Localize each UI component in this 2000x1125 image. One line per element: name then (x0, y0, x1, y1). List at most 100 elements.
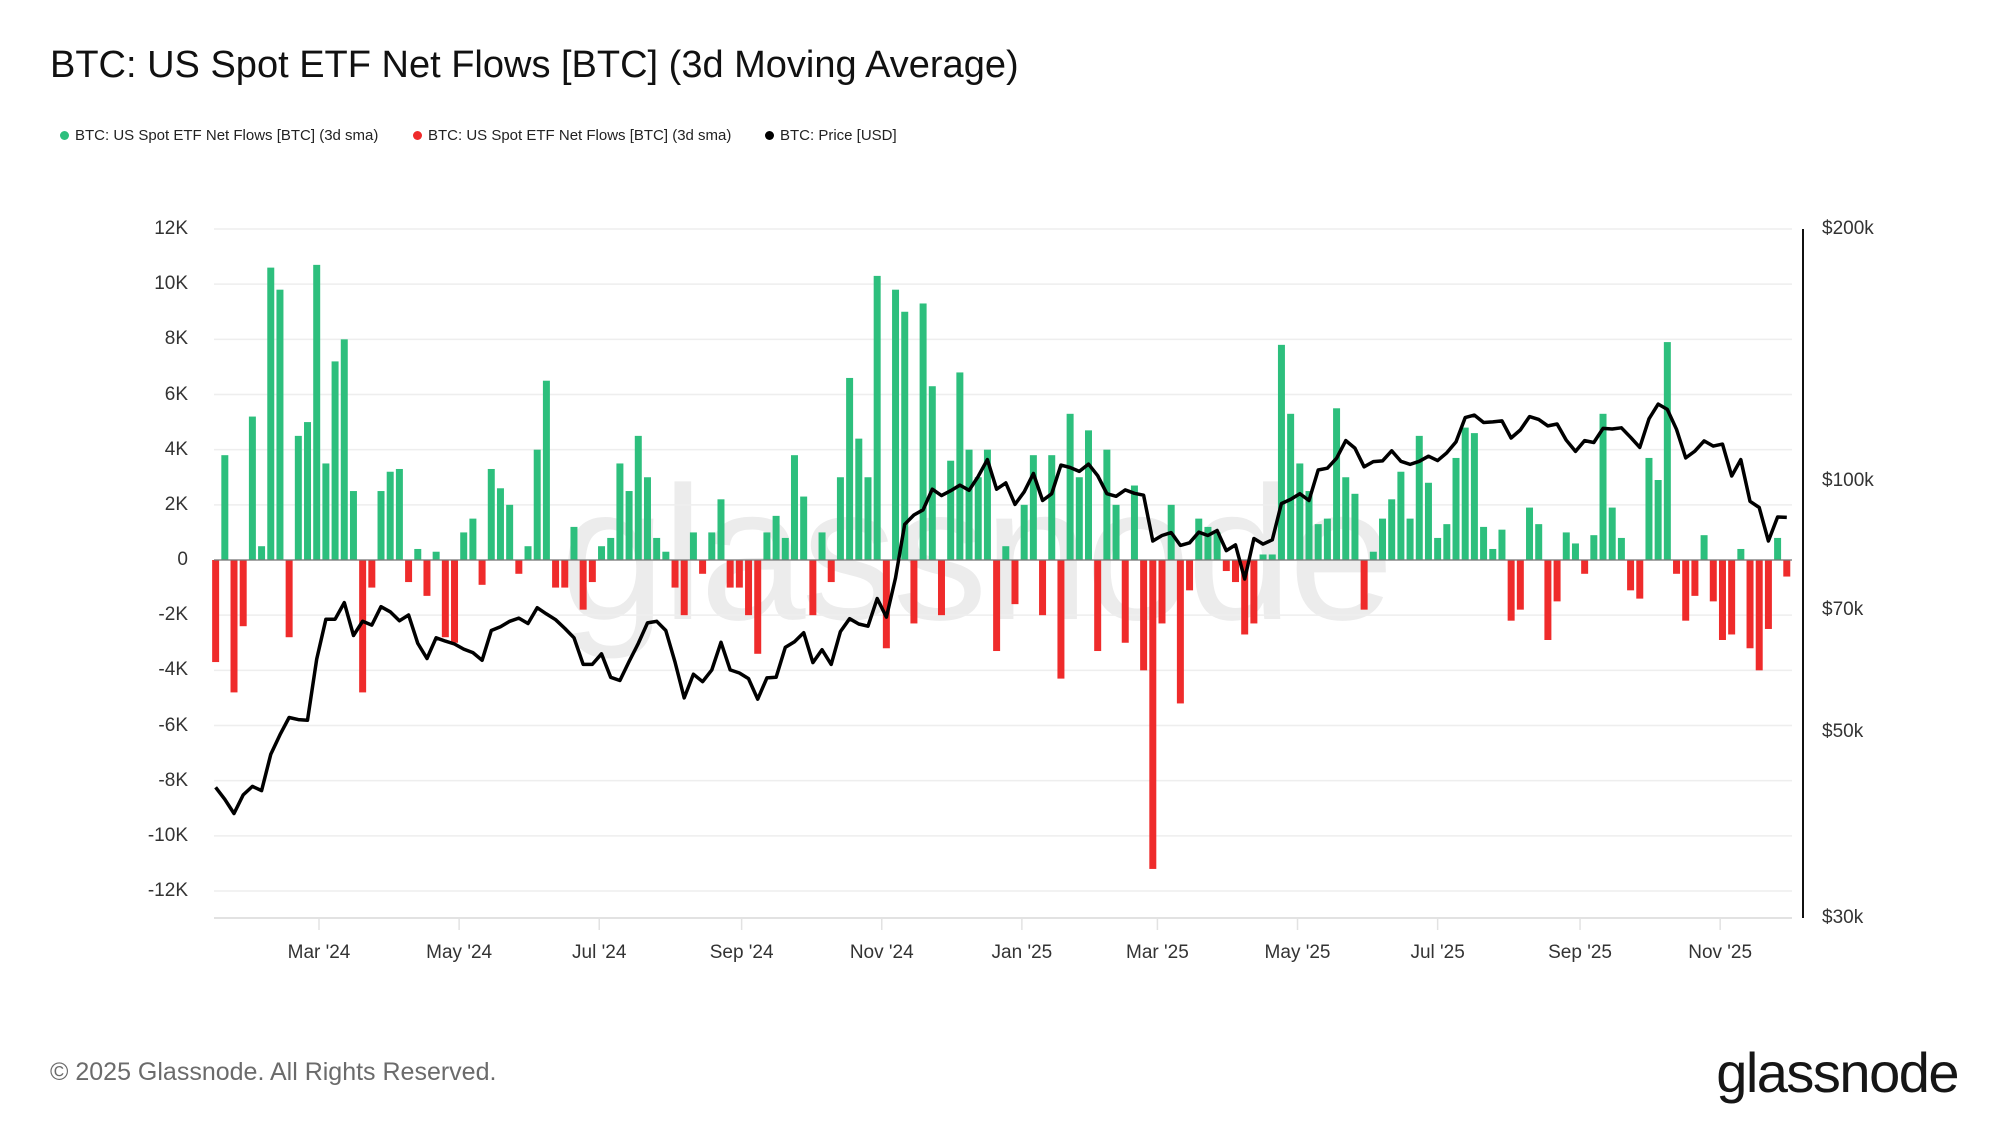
inflow-bar (1259, 554, 1267, 560)
inflow-bar (1774, 537, 1782, 560)
inflow-bar (873, 275, 881, 560)
outflow-bar (910, 560, 918, 624)
glassnode-logo: glassnode (1716, 1041, 1959, 1104)
inflow-bar (800, 496, 808, 560)
inflow-bar (340, 339, 348, 560)
inflow-bar (634, 435, 642, 560)
inflow-bar (836, 477, 844, 560)
inflow-bar (1470, 433, 1478, 560)
legend-item-inflows[interactable]: BTC: US Spot ETF Net Flows [BTC] (3d sma… (60, 127, 378, 144)
inflow-bar (414, 548, 422, 560)
inflow-bar (267, 267, 275, 560)
x-tick-label: Jan '25 (991, 942, 1053, 963)
y-tick-label: -4K (158, 659, 188, 681)
outflow-bar (579, 560, 587, 610)
outflow-bar (1709, 560, 1717, 602)
outflow-bar (1581, 560, 1589, 574)
y-tick-label: 0 (177, 549, 188, 570)
inflow-bar (1296, 463, 1304, 560)
inflow-bar (248, 416, 256, 560)
x-tick-label: Jul '25 (1410, 942, 1465, 963)
x-tick-label: Nov '25 (1688, 942, 1753, 963)
y-tick-label: 4K (164, 438, 188, 460)
inflow-bar (1287, 413, 1295, 560)
legend-label: BTC: Price [USD] (780, 127, 897, 144)
outflow-bar (754, 560, 762, 654)
outflow-bar (1232, 560, 1239, 583)
legend-item-outflows[interactable]: BTC: US Spot ETF Net Flows [BTC] (3d sma… (413, 127, 731, 144)
x-tick-label: Nov '24 (849, 942, 914, 963)
outflow-bar (1746, 560, 1754, 649)
inflow-bar (460, 532, 468, 560)
outflow-bar (1222, 560, 1230, 572)
outflow-bar (1250, 560, 1258, 624)
outflow-bar (726, 560, 734, 588)
inflow-bar (1020, 504, 1028, 560)
inflow-bar (662, 551, 670, 560)
inflow-bar (763, 532, 771, 560)
inflow-bar (790, 455, 798, 560)
outflow-bar (1241, 560, 1249, 635)
outflow-bar (882, 560, 890, 649)
y-tick-label: -2K (158, 604, 188, 626)
inflow-bar (1571, 543, 1579, 560)
inflow-bar (598, 546, 606, 560)
outflow-bar (1094, 560, 1102, 652)
inflow-bar (1314, 524, 1322, 560)
inflow-bar (1323, 518, 1331, 560)
outflow-bar (937, 560, 945, 616)
inflow-bar (1562, 532, 1570, 560)
outflow-bar (239, 560, 247, 627)
inflow-bar (1369, 551, 1377, 560)
inflow-bar (469, 518, 477, 560)
outflow-bar (1057, 560, 1065, 679)
right-tick-label: $30k (1822, 907, 1864, 928)
y-tick-label: -10K (147, 824, 188, 846)
price-line (214, 402, 1787, 816)
y-tick-label: 8K (164, 328, 188, 350)
inflow-bar (643, 477, 651, 560)
inflow-bar (304, 422, 312, 560)
outflow-bar (561, 560, 569, 588)
chart-title: BTC: US Spot ETF Net Flows [BTC] (3d Mov… (50, 44, 1019, 86)
right-tick-label: $100k (1822, 469, 1874, 491)
inflow-bar (892, 289, 900, 560)
outflow-bar (1783, 560, 1791, 577)
inflow-bar (542, 380, 550, 560)
inflow-bar (432, 551, 440, 560)
inflow-bar (1048, 455, 1056, 560)
legend-dot-red-icon (413, 131, 422, 140)
legend-label: BTC: US Spot ETF Net Flows [BTC] (3d sma… (75, 127, 379, 144)
outflow-bar (359, 560, 367, 693)
outflow-bar (1728, 560, 1736, 635)
outflow-bar (671, 560, 679, 588)
inflow-bar (616, 463, 624, 560)
inflow-bar (1663, 342, 1671, 560)
right-tick-label: $70k (1822, 599, 1864, 621)
inflow-bar (653, 537, 661, 560)
inflow-bar (533, 449, 541, 560)
inflow-bar (276, 289, 284, 560)
inflow-bar (1085, 430, 1092, 560)
legend-label: BTC: US Spot ETF Net Flows [BTC] (3d sma… (428, 127, 732, 144)
outflow-bar (1627, 560, 1635, 591)
outflow-bar (451, 560, 459, 643)
outflow-bar (1682, 560, 1690, 621)
inflow-bar (781, 537, 789, 560)
inflow-bar (818, 532, 826, 560)
inflow-bar (1700, 535, 1708, 560)
inflow-bar (1397, 471, 1405, 560)
outflow-bar (1121, 560, 1129, 643)
inflow-bar (1645, 457, 1653, 560)
outflow-bar (423, 560, 431, 596)
inflow-bar (1277, 344, 1285, 560)
x-tick-label: Sep '25 (1548, 942, 1612, 963)
inflow-bar (864, 477, 872, 560)
inflow-bar (607, 537, 615, 560)
legend-item-price[interactable]: BTC: Price [USD] (765, 127, 897, 144)
outflow-bar (1507, 560, 1515, 621)
inflow-bar (294, 435, 302, 560)
outflow-bar (368, 560, 376, 588)
inflow-bar (1443, 524, 1451, 560)
